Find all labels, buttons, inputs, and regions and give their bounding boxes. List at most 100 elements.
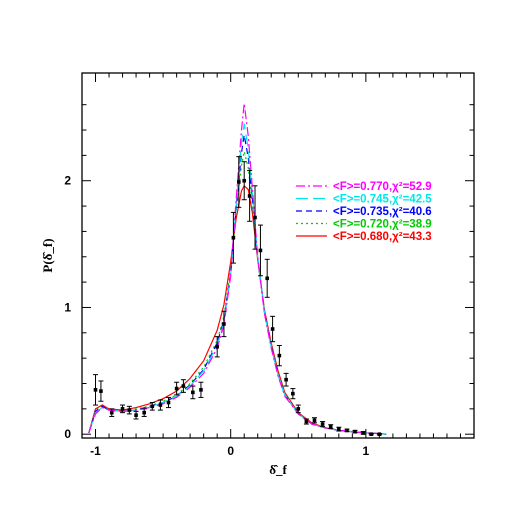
- data-marker: [191, 390, 195, 395]
- data-point: [276, 344, 282, 367]
- data-marker: [166, 400, 171, 405]
- data-point: [157, 399, 163, 411]
- legend-item-f073: <F>=0.735,χ²=40.6: [296, 206, 432, 218]
- data-point: [180, 379, 186, 393]
- data-marker: [284, 377, 288, 382]
- data-point: [252, 185, 258, 250]
- legend-item-f074: <F>=0.745,χ²=42.5: [296, 194, 432, 206]
- legend-label: <F>=0.735,χ²=40.6: [333, 206, 432, 218]
- data-marker: [369, 432, 374, 436]
- data-marker: [142, 410, 146, 415]
- data-point: [120, 404, 126, 414]
- x-tick-label: -1: [90, 444, 101, 458]
- data-marker: [134, 413, 138, 417]
- data-point: [270, 315, 276, 343]
- data-marker: [231, 235, 236, 240]
- data-point: [257, 224, 263, 277]
- data-marker: [304, 419, 309, 424]
- axis-ticks: -1 0 1 0 1 2: [64, 73, 474, 458]
- y-axis-label: P(δ̂_f): [40, 238, 55, 272]
- data-point: [149, 402, 155, 411]
- data-marker: [120, 407, 125, 411]
- legend-item-f072: <F>=0.720,χ²=38.9: [296, 219, 432, 231]
- data-marker: [199, 388, 203, 392]
- data-point: [283, 372, 289, 387]
- data-point: [360, 431, 366, 435]
- data-marker: [253, 215, 257, 220]
- data-marker: [93, 388, 98, 392]
- data-point: [236, 156, 242, 208]
- legend: <F>=0.770,χ²=52.9<F>=0.745,χ²=42.5<F>=0.…: [296, 181, 432, 243]
- data-marker: [109, 410, 114, 415]
- data-marker: [291, 391, 295, 396]
- legend-label: <F>=0.745,χ²=42.5: [333, 194, 432, 206]
- data-point: [344, 428, 350, 433]
- data-point: [368, 432, 374, 436]
- data-point: [328, 424, 334, 429]
- data-point: [352, 429, 358, 434]
- data-point: [247, 170, 253, 222]
- data-point: [214, 336, 220, 358]
- data-marker: [258, 248, 263, 253]
- legend-item-f077: <F>=0.770,χ²=52.9: [296, 181, 432, 193]
- data-marker: [150, 404, 155, 409]
- data-marker: [265, 276, 269, 281]
- legend-label: <F>=0.770,χ²=52.9: [333, 181, 432, 193]
- data-point: [109, 408, 115, 417]
- data-point: [190, 385, 196, 400]
- data-point: [311, 417, 317, 424]
- data-marker: [242, 178, 247, 183]
- data-point: [336, 426, 342, 432]
- y-tick-label: 2: [64, 174, 71, 188]
- data-marker: [99, 389, 103, 393]
- data-point: [290, 388, 296, 400]
- data-marker: [328, 424, 333, 429]
- plot-frame: [81, 72, 475, 439]
- data-marker: [353, 429, 357, 434]
- data-point: [320, 421, 326, 428]
- data-point: [174, 381, 180, 396]
- data-marker: [345, 428, 349, 433]
- data-point: [133, 410, 139, 420]
- legend-label: <F>=0.680,χ²=43.3: [333, 231, 432, 243]
- legend-item-f068: <F>=0.680,χ²=43.3: [296, 231, 432, 243]
- data-point: [241, 161, 247, 201]
- data-point: [98, 380, 104, 402]
- x-tick-label: 1: [363, 444, 370, 458]
- data-marker: [127, 408, 132, 412]
- data-point: [126, 405, 132, 415]
- data-point: [166, 396, 172, 409]
- data-marker: [247, 194, 252, 198]
- data-marker: [361, 431, 365, 435]
- x-tick-label: 0: [227, 444, 234, 458]
- data-point: [93, 374, 99, 406]
- data-point: [221, 310, 227, 338]
- data-marker: [237, 180, 241, 184]
- data-points: [93, 156, 382, 436]
- series-line-f077: [88, 103, 387, 435]
- data-point: [230, 211, 236, 264]
- data-marker: [174, 386, 179, 391]
- data-marker: [337, 427, 341, 431]
- y-tick-label: 0: [64, 427, 71, 441]
- data-point: [303, 418, 309, 425]
- data-marker: [222, 322, 226, 326]
- data-point: [295, 404, 301, 414]
- data-point: [264, 258, 270, 298]
- data-marker: [296, 407, 301, 411]
- legend-label: <F>=0.720,χ²=38.9: [333, 219, 432, 231]
- data-marker: [277, 353, 282, 358]
- data-marker: [320, 422, 325, 426]
- data-marker: [215, 344, 219, 349]
- data-marker: [181, 384, 186, 388]
- x-axis-label: δ̂_f: [269, 462, 287, 477]
- data-point: [198, 381, 204, 398]
- data-point: [141, 408, 147, 417]
- y-tick-label: 1: [64, 300, 71, 314]
- data-marker: [312, 418, 317, 423]
- data-marker: [270, 327, 275, 331]
- data-marker: [158, 403, 163, 407]
